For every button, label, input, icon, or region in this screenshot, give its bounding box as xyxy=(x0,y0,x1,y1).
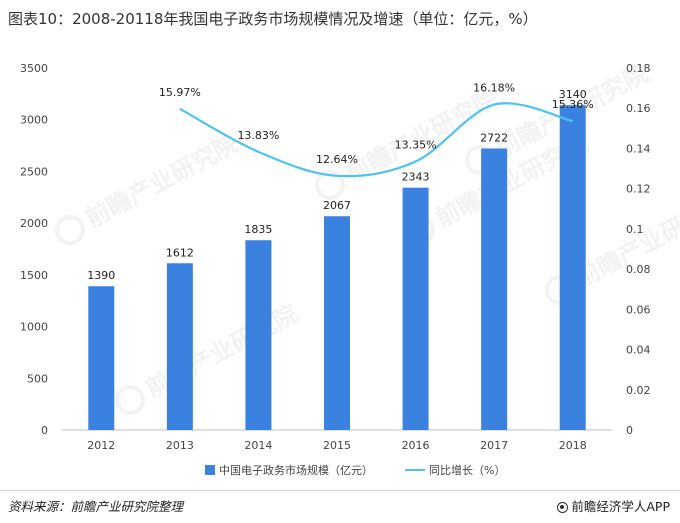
bar-data-label: 2343 xyxy=(402,171,430,184)
x-tick-label: 2015 xyxy=(323,439,351,452)
line-data-label: 13.35% xyxy=(395,139,437,152)
y-right-tick-label: 0.02 xyxy=(626,384,651,397)
line-labels: 15.97% 13.83% 12.64% 13.35% 16.18% 15.36% xyxy=(159,82,594,166)
y-left-tick-label: 1500 xyxy=(20,269,48,282)
watermark: 前瞻产业研究院 xyxy=(115,299,303,415)
y-left-axis: 0 500 1000 1500 2000 2500 3000 3500 xyxy=(20,62,48,437)
y-left-tick-label: 2500 xyxy=(20,165,48,178)
bar xyxy=(402,187,429,430)
bar-data-label: 2067 xyxy=(323,199,351,212)
bar-series xyxy=(88,105,586,431)
x-axis: 2012 2013 2014 2015 2016 2017 2018 xyxy=(87,439,586,452)
source-note: 资料来源：前瞻产业研究院整理 xyxy=(8,499,184,514)
chart: 前瞻产业研究院前瞻产业研究院前瞻产业研究院前瞻产业研究院前瞻产业研究院前瞻产业研… xyxy=(20,59,680,477)
y-left-tick-label: 0 xyxy=(41,424,48,437)
y-right-tick-label: 0.06 xyxy=(626,303,651,316)
y-right-tick-label: 0.18 xyxy=(626,62,651,75)
svg-text:前瞻产业研究院: 前瞻产业研究院 xyxy=(141,299,302,403)
brand-logo-icon xyxy=(557,502,569,513)
y-right-tick-label: 0 xyxy=(626,424,633,437)
bar xyxy=(559,105,586,430)
line-data-label: 16.18% xyxy=(473,82,515,95)
bar xyxy=(324,216,350,430)
watermarks: 前瞻产业研究院前瞻产业研究院前瞻产业研究院前瞻产业研究院前瞻产业研究院前瞻产业研… xyxy=(55,59,680,415)
bar-data-label: 1612 xyxy=(166,246,194,259)
y-right-axis: 0 0.02 0.04 0.06 0.08 0.1 0.12 0.14 0.16 0.18 xyxy=(626,62,651,437)
bar-data-label: 1835 xyxy=(244,223,272,236)
bar-labels: 1390 1612 1835 2067 2343 2722 3140 xyxy=(87,88,586,282)
x-tick-label: 2012 xyxy=(87,439,115,452)
chart-title: 图表10：2008-20118年我国电子政务市场规模情况及增速（单位：亿元，%） xyxy=(8,10,538,28)
footer-divider xyxy=(0,490,680,491)
svg-text:前瞻产业研究院: 前瞻产业研究院 xyxy=(571,189,680,293)
y-left-tick-label: 500 xyxy=(27,372,48,385)
bar-data-label: 2722 xyxy=(480,131,508,144)
bar xyxy=(481,148,508,431)
svg-text:前瞻产业研究院: 前瞻产业研究院 xyxy=(81,129,242,233)
y-left-tick-label: 3000 xyxy=(20,114,48,127)
y-left-tick-label: 3500 xyxy=(20,62,48,75)
bar-data-label: 3140 xyxy=(559,88,587,101)
legend-label-bar: 中国电子政务市场规模（亿元） xyxy=(219,463,373,477)
legend-swatch-bar xyxy=(205,465,215,475)
y-right-tick-label: 0.14 xyxy=(626,142,651,155)
bar-data-label: 1390 xyxy=(87,269,115,282)
y-right-tick-label: 0.1 xyxy=(626,223,644,236)
legend-label-line: 同比增长（%） xyxy=(429,463,505,477)
brand-label: 前瞻经济学人APP xyxy=(557,496,670,515)
bar xyxy=(166,263,193,430)
line-data-label: 15.97% xyxy=(159,86,201,99)
watermark: 前瞻产业研究院 xyxy=(55,129,243,245)
line-data-label: 13.83% xyxy=(237,129,279,142)
brand-text: 前瞻经济学人APP xyxy=(571,499,670,514)
y-right-tick-label: 0.16 xyxy=(626,102,651,115)
y-right-tick-label: 0.12 xyxy=(626,183,651,196)
growth-line xyxy=(179,102,573,178)
line-data-label: 12.64% xyxy=(316,153,358,166)
y-left-tick-label: 1000 xyxy=(20,321,48,334)
bar xyxy=(88,286,115,430)
y-right-tick-label: 0.04 xyxy=(626,344,651,357)
y-left-tick-label: 2000 xyxy=(20,217,48,230)
y-right-tick-label: 0.08 xyxy=(626,263,651,276)
x-tick-label: 2016 xyxy=(402,439,430,452)
x-tick-label: 2018 xyxy=(559,439,587,452)
legend: 中国电子政务市场规模（亿元） 同比增长（%） xyxy=(205,463,505,477)
x-tick-label: 2013 xyxy=(166,439,194,452)
bar xyxy=(245,240,272,430)
line-data-label: 15.36% xyxy=(552,98,594,111)
x-tick-label: 2017 xyxy=(480,439,508,452)
x-tick-label: 2014 xyxy=(244,439,272,452)
